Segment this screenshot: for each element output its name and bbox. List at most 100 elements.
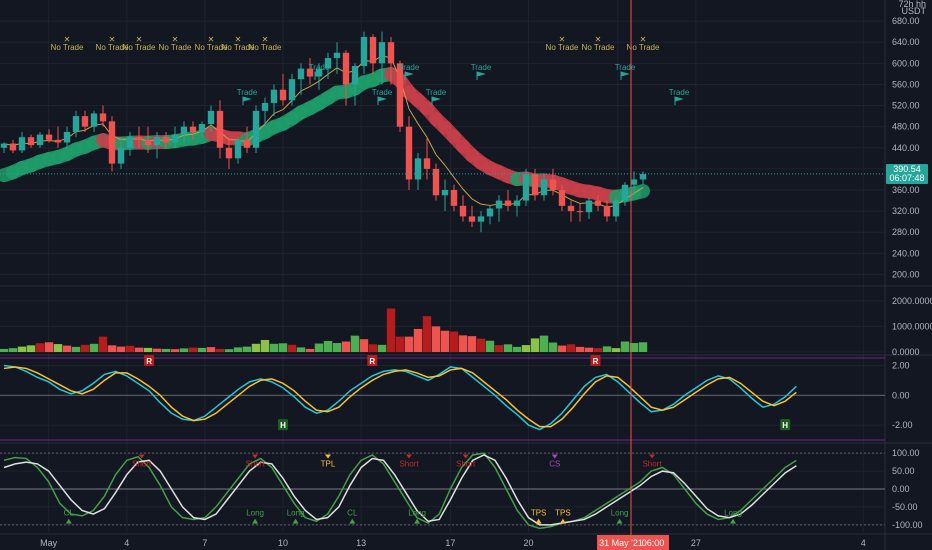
volume-bar[interactable] xyxy=(440,330,450,352)
volume-bar[interactable] xyxy=(233,347,243,352)
candle-body[interactable] xyxy=(477,216,485,222)
candle-body[interactable] xyxy=(135,137,143,140)
candle-body[interactable] xyxy=(468,216,476,222)
volume-bar[interactable] xyxy=(404,336,414,352)
candle-body[interactable] xyxy=(531,174,539,196)
candle-body[interactable] xyxy=(126,137,134,148)
candle-body[interactable] xyxy=(585,200,593,213)
volume-bar[interactable] xyxy=(71,346,81,352)
candle-body[interactable] xyxy=(603,205,611,217)
candle-body[interactable] xyxy=(639,174,647,180)
volume-bar[interactable] xyxy=(575,346,585,352)
candle-body[interactable] xyxy=(333,52,341,59)
candle-body[interactable] xyxy=(180,126,188,135)
volume-bar[interactable] xyxy=(62,345,72,352)
volume-bar[interactable] xyxy=(458,335,468,352)
volume-bar[interactable] xyxy=(386,308,396,352)
candle-body[interactable] xyxy=(279,89,287,101)
candle-body[interactable] xyxy=(360,36,368,66)
volume-bar[interactable] xyxy=(611,348,621,352)
volume-bar[interactable] xyxy=(8,348,18,352)
candle-body[interactable] xyxy=(495,200,503,209)
candle-body[interactable] xyxy=(450,190,458,206)
candle-body[interactable] xyxy=(234,139,242,159)
candle-body[interactable] xyxy=(63,131,71,143)
volume-bar[interactable] xyxy=(17,346,27,352)
candle-body[interactable] xyxy=(90,113,98,127)
signal-pane[interactable]: CL Short Short Long Long TPL CL Short Long Short C… xyxy=(0,452,885,530)
candle-body[interactable] xyxy=(522,174,530,201)
candle-body[interactable] xyxy=(99,113,107,122)
volume-bar[interactable] xyxy=(539,335,549,352)
volume-bar[interactable] xyxy=(215,348,225,352)
candle-body[interactable] xyxy=(594,200,602,206)
volume-bar[interactable] xyxy=(224,349,234,352)
candle-body[interactable] xyxy=(540,179,548,196)
volume-bar[interactable] xyxy=(98,336,108,352)
volume-bar[interactable] xyxy=(368,344,378,352)
volume-bar[interactable] xyxy=(566,344,576,352)
volume-bar[interactable] xyxy=(512,346,522,352)
volume-bar[interactable] xyxy=(143,347,153,352)
candle-body[interactable] xyxy=(225,147,233,159)
volume-bar[interactable] xyxy=(188,347,198,352)
volume-bar[interactable] xyxy=(179,348,189,352)
volume-bar[interactable] xyxy=(377,344,387,352)
volume-bar[interactable] xyxy=(548,342,558,352)
candle-body[interactable] xyxy=(441,190,449,196)
candle-body[interactable] xyxy=(144,139,152,146)
candle-body[interactable] xyxy=(576,211,584,213)
candle-body[interactable] xyxy=(72,116,80,132)
candle-body[interactable] xyxy=(297,68,305,80)
candle-body[interactable] xyxy=(153,137,161,146)
volume-bar[interactable] xyxy=(314,343,324,352)
volume-bar[interactable] xyxy=(629,343,639,352)
candle-body[interactable] xyxy=(378,42,386,64)
candle-body[interactable] xyxy=(387,42,395,64)
volume-bar[interactable] xyxy=(530,338,540,352)
candle-body[interactable] xyxy=(612,200,620,217)
candle-body[interactable] xyxy=(405,126,413,180)
candle-body[interactable] xyxy=(270,89,278,103)
candle-body[interactable] xyxy=(171,134,179,143)
candle-body[interactable] xyxy=(513,200,521,206)
candle-body[interactable] xyxy=(486,208,494,217)
volume-pane[interactable] xyxy=(0,308,648,352)
volume-bar[interactable] xyxy=(89,343,99,352)
volume-bar[interactable] xyxy=(503,344,513,352)
candle-body[interactable] xyxy=(0,143,8,148)
volume-bar[interactable] xyxy=(53,344,63,352)
volume-bar[interactable] xyxy=(305,348,315,352)
candle-body[interactable] xyxy=(198,124,206,132)
candle-body[interactable] xyxy=(261,102,269,111)
candle-body[interactable] xyxy=(207,110,215,125)
volume-bar[interactable] xyxy=(323,340,333,352)
volume-bar[interactable] xyxy=(107,345,117,352)
candle-body[interactable] xyxy=(27,137,35,146)
volume-bar[interactable] xyxy=(44,342,54,352)
candle-body[interactable] xyxy=(216,110,224,148)
candle-body[interactable] xyxy=(459,205,467,217)
candle-body[interactable] xyxy=(324,58,332,69)
volume-bar[interactable] xyxy=(350,335,360,352)
volume-bar[interactable] xyxy=(422,316,432,352)
volume-bar[interactable] xyxy=(584,347,594,352)
candle-body[interactable] xyxy=(351,65,359,85)
volume-bar[interactable] xyxy=(170,349,180,352)
candle-body[interactable] xyxy=(414,158,422,180)
volume-bar[interactable] xyxy=(35,343,45,352)
candle-body[interactable] xyxy=(504,200,512,206)
candle-body[interactable] xyxy=(252,110,260,148)
candle-body[interactable] xyxy=(18,137,26,151)
volume-bar[interactable] xyxy=(359,339,369,352)
candle-body[interactable] xyxy=(108,121,116,164)
volume-bar[interactable] xyxy=(476,338,486,352)
volume-bar[interactable] xyxy=(287,344,297,352)
volume-bar[interactable] xyxy=(26,345,36,352)
candle-body[interactable] xyxy=(558,190,566,206)
volume-bar[interactable] xyxy=(413,328,423,352)
candle-body[interactable] xyxy=(36,134,44,146)
candle-body[interactable] xyxy=(423,158,431,169)
candle-body[interactable] xyxy=(81,116,89,127)
